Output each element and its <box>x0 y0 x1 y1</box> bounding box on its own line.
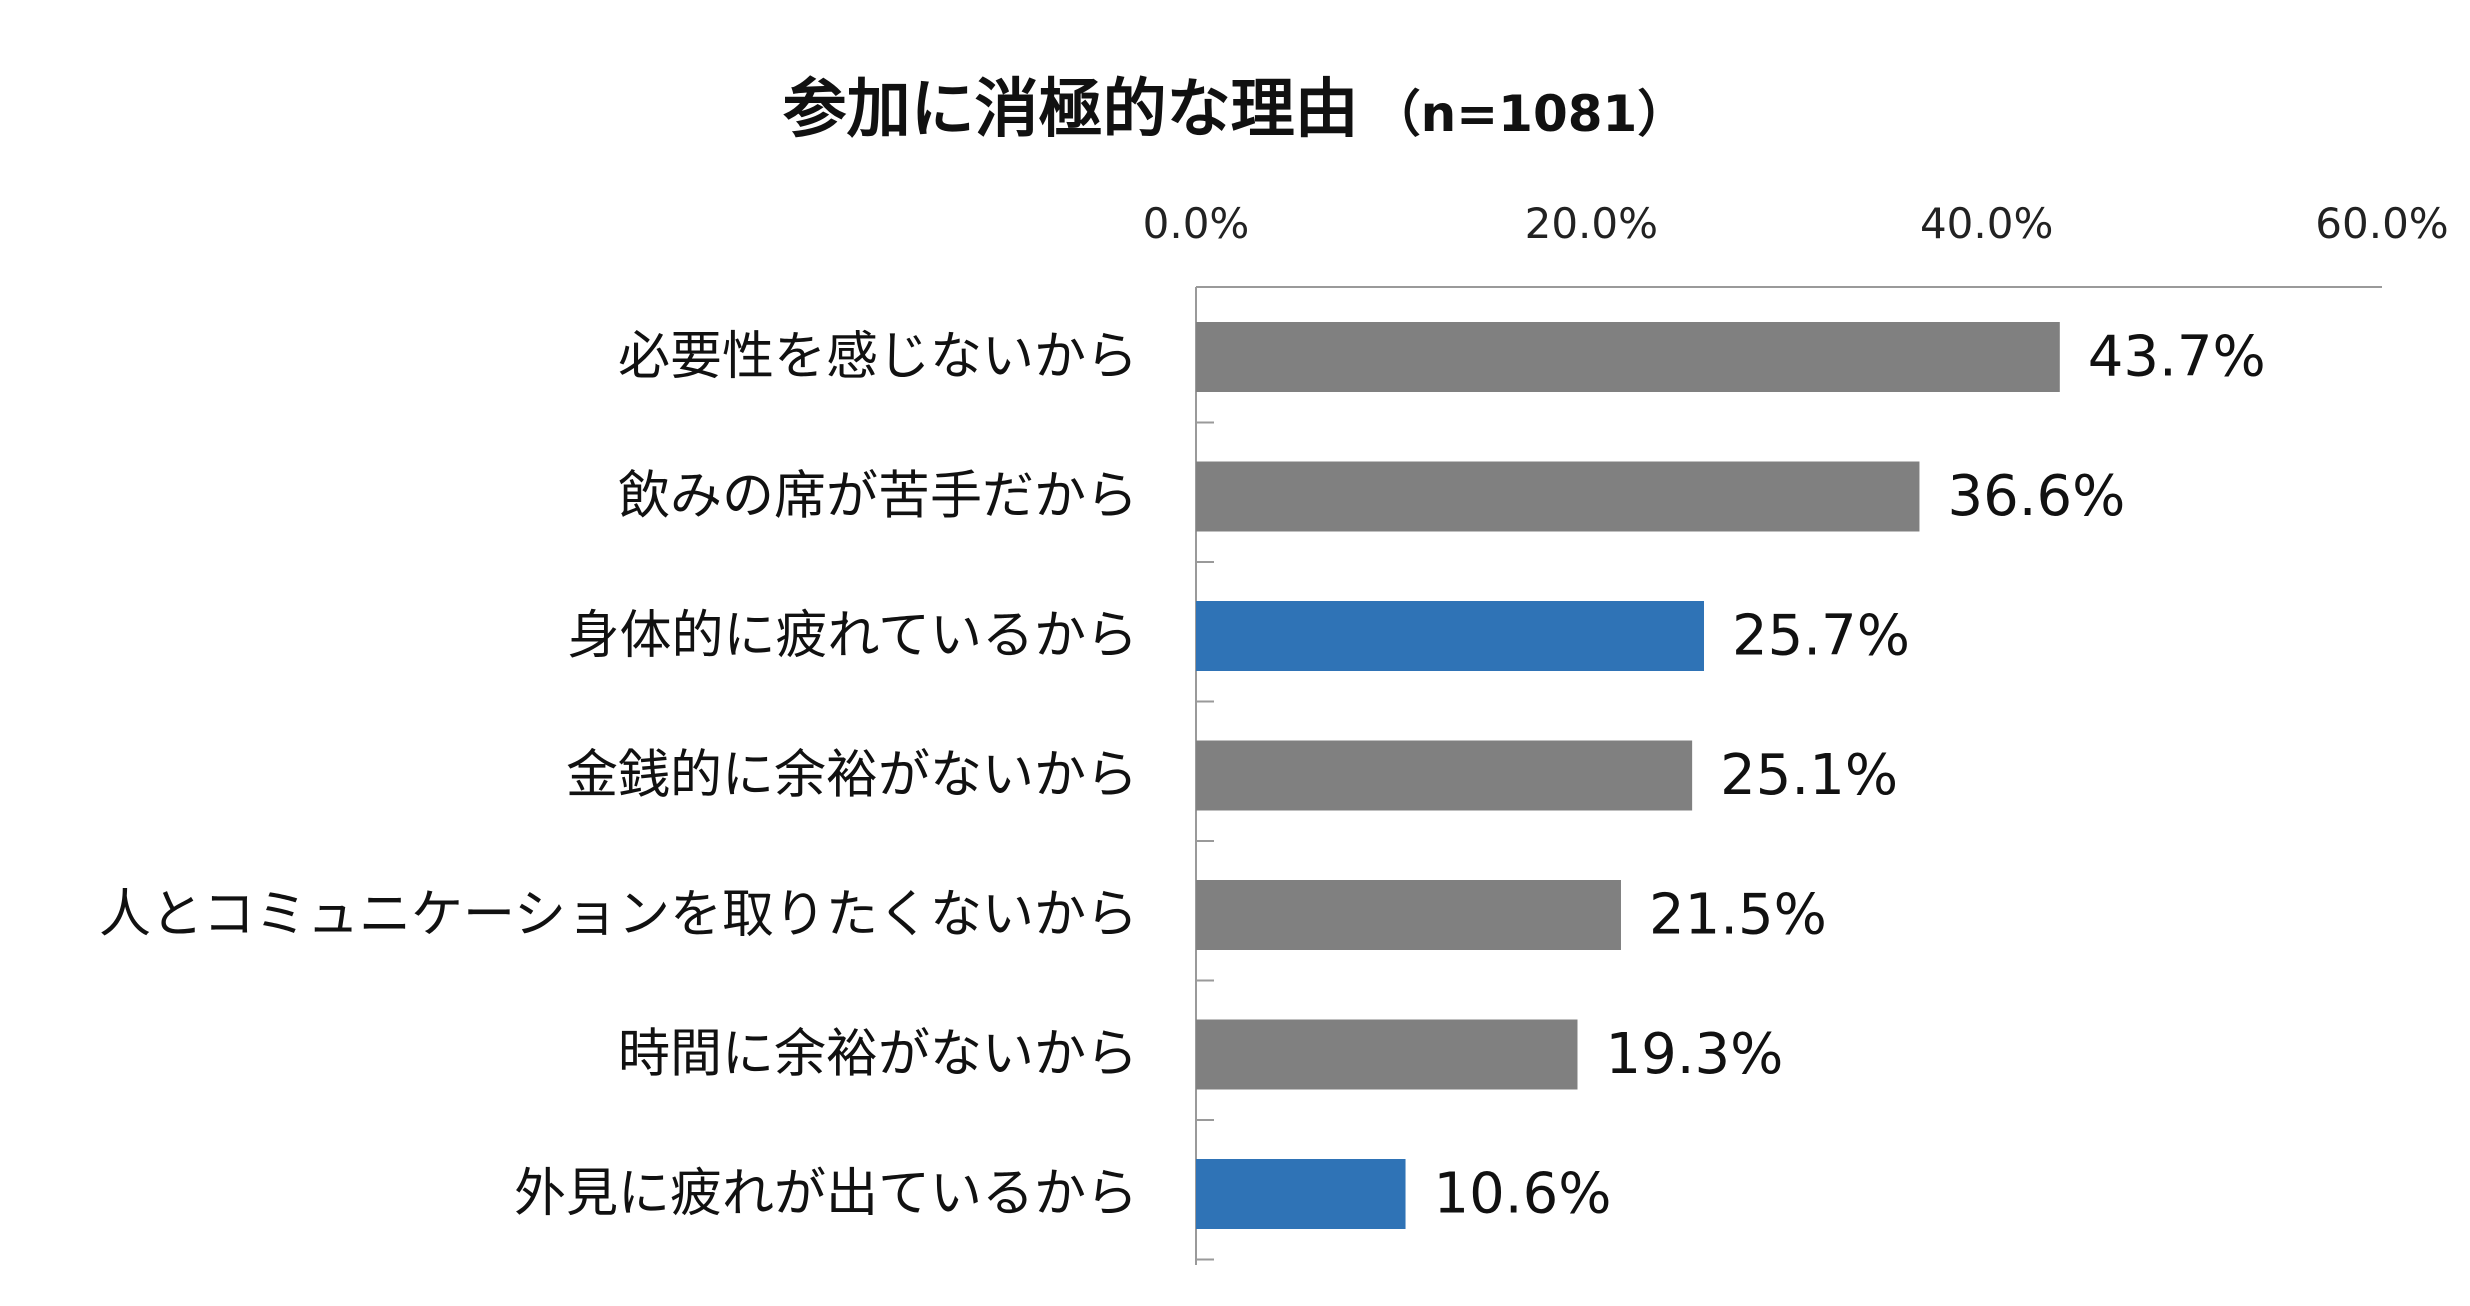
category-label: 必要性を感じないから <box>618 327 1138 387</box>
value-label: 21.5% <box>1649 883 1827 948</box>
x-tick-label: 0.0% <box>1143 199 1250 248</box>
x-tick-label: 40.0% <box>1920 199 2053 248</box>
chart-title: 参加に消極的な理由 <box>782 73 1359 147</box>
bar <box>1196 461 1920 532</box>
category-label: 身体的に疲れているから <box>568 606 1138 666</box>
category-label: 時間に余裕がないから <box>618 1025 1138 1085</box>
chart-subtitle: （n=1081） <box>1370 85 1688 143</box>
x-tick-label: 20.0% <box>1525 199 1658 248</box>
category-label: 外見に疲れが出ているから <box>514 1164 1138 1224</box>
value-label: 25.1% <box>1720 743 1898 808</box>
bar <box>1196 601 1705 671</box>
category-label: 飲みの席が苦手だから <box>618 467 1138 527</box>
value-label: 25.7% <box>1732 604 1910 669</box>
bar <box>1196 1019 1578 1090</box>
bar <box>1196 740 1693 811</box>
bar <box>1196 1159 1406 1229</box>
category-label: 金銭的に余裕がないから <box>566 746 1138 806</box>
category-label: 人とコミュニケーションを取りたくないから <box>99 885 1138 945</box>
chart-title-block: 参加に消極的な理由 （n=1081） <box>0 58 2470 150</box>
x-tick-label: 60.0% <box>2315 199 2448 248</box>
value-label: 19.3% <box>1605 1022 1783 1087</box>
value-label: 10.6% <box>1434 1162 1612 1227</box>
value-label: 36.6% <box>1947 464 2125 529</box>
bar <box>1196 322 2060 392</box>
bar <box>1196 880 1621 950</box>
value-label: 43.7% <box>2088 325 2266 390</box>
